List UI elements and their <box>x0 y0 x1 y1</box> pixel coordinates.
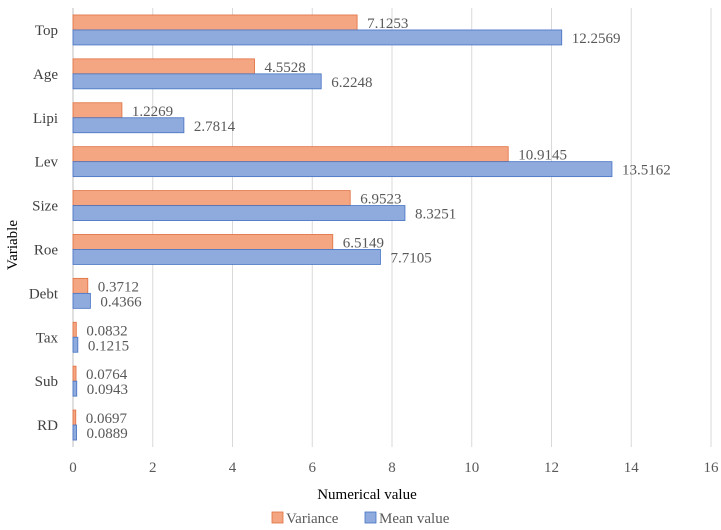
category-label: Lipi <box>33 111 58 127</box>
mean-value-bar <box>72 29 563 46</box>
mean-value-data-label: 0.1215 <box>88 338 129 354</box>
x-tick-label: 16 <box>704 460 720 476</box>
mean-value-data-label: 2.7814 <box>194 119 236 135</box>
mean-value-data-label: 0.0889 <box>87 426 128 442</box>
x-tick-label: 10 <box>464 460 479 476</box>
variance-bar <box>72 234 334 250</box>
y-axis-title: Variable <box>5 220 21 270</box>
variance-bar <box>72 277 89 294</box>
variance-data-label: 0.0764 <box>86 367 128 383</box>
mean-value-bar <box>72 292 91 309</box>
legend-mean-value-swatch <box>364 511 377 524</box>
category-label: Age <box>33 67 58 83</box>
legend-mean-value-label: Mean value <box>379 511 450 527</box>
variance-data-label: 10.9145 <box>518 148 567 164</box>
category-label: Tax <box>36 330 59 346</box>
category-label: RD <box>37 418 58 434</box>
variance-bar <box>72 409 77 426</box>
mean-value-data-label: 8.3251 <box>415 207 456 223</box>
mean-value-data-label: 12.2569 <box>572 31 621 47</box>
bars <box>72 14 613 441</box>
variance-bar <box>72 146 509 163</box>
x-tick-label: 8 <box>388 460 396 476</box>
x-tick-label: 4 <box>229 460 237 476</box>
variance-bar <box>72 58 255 75</box>
variance-data-label: 0.0832 <box>86 323 127 339</box>
x-tick-label: 6 <box>309 460 317 476</box>
variance-bar <box>72 190 351 206</box>
x-axis-title: Numerical value <box>317 487 417 503</box>
variance-data-label: 1.2269 <box>132 104 173 120</box>
category-label: Debt <box>29 286 59 302</box>
category-labels: Top Age Lipi Lev Size Roe Debt Tax Sub RD <box>29 23 59 434</box>
mean-value-bar <box>72 205 406 221</box>
legend: Variance Mean value <box>271 511 450 527</box>
variance-data-label: 4.5528 <box>265 60 306 76</box>
variance-data-label: 0.0697 <box>86 411 128 427</box>
x-tick-label: 14 <box>624 460 640 476</box>
mean-value-data-label: 0.4366 <box>100 294 142 310</box>
mean-value-bar <box>72 73 322 90</box>
variance-bar <box>72 102 123 119</box>
mean-value-data-label: 0.0943 <box>87 382 128 398</box>
mean-value-bar <box>72 424 77 441</box>
category-label: Roe <box>34 242 59 258</box>
variance-bar <box>72 321 77 338</box>
mean-value-data-label: 6.2248 <box>331 75 372 91</box>
variance-bar <box>72 365 77 382</box>
mean-value-bar <box>72 380 78 397</box>
data-labels: 7.1253 12.2569 4.5528 6.2248 1.2269 2.7814 10.… <box>86 16 671 442</box>
category-label: Sub <box>35 374 58 390</box>
x-tick-labels: 0 2 4 6 8 10 12 14 16 <box>69 460 719 476</box>
legend-variance-label: Variance <box>286 511 339 527</box>
variance-bar <box>72 14 358 31</box>
mean-value-bar <box>72 161 613 178</box>
x-tick-label: 2 <box>149 460 157 476</box>
mean-value-data-label: 13.5162 <box>622 163 671 179</box>
variance-data-label: 6.5149 <box>343 235 384 251</box>
mean-value-bar <box>72 336 79 353</box>
x-tick-label: 0 <box>69 460 77 476</box>
variance-data-label: 6.9523 <box>360 192 401 208</box>
category-label: Size <box>32 199 58 215</box>
mean-value-data-label: 7.7105 <box>390 250 431 266</box>
mean-value-bar <box>72 249 381 265</box>
category-label: Lev <box>35 155 59 171</box>
variance-data-label: 0.3712 <box>98 279 139 295</box>
x-tick-label: 12 <box>544 460 559 476</box>
legend-variance-swatch <box>271 511 284 524</box>
variance-data-label: 7.1253 <box>367 16 408 32</box>
category-label: Top <box>35 23 58 39</box>
mean-value-bar <box>72 117 185 134</box>
